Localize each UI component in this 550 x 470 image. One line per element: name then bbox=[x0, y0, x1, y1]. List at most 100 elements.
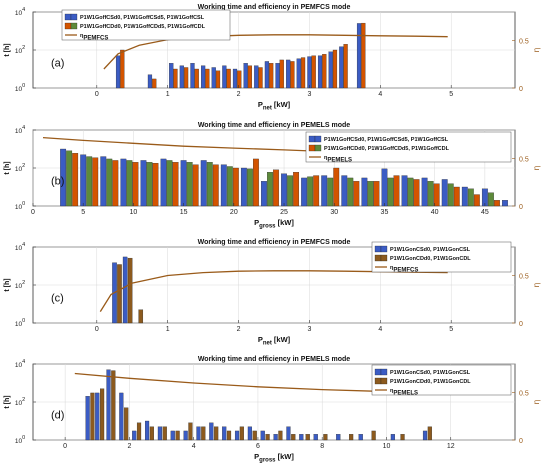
bar-cd-18 bbox=[343, 44, 348, 89]
bar-cs-11 bbox=[264, 61, 270, 89]
bar-cs-1 bbox=[147, 74, 153, 89]
bar-cs-12 bbox=[275, 63, 280, 89]
legend-swatch bbox=[374, 368, 382, 376]
bar-cs-10 bbox=[254, 65, 259, 89]
chart-panel-3: 0 1 2 3 4 5 100 102 104 0 0.5 t [h] η Pnet [kW] Workin… bbox=[4, 239, 541, 347]
bar-cd-16 bbox=[322, 54, 327, 89]
bar-cd-1 bbox=[127, 257, 133, 324]
bar-cd-17 bbox=[332, 49, 338, 89]
bar-cd2-18 bbox=[433, 183, 440, 207]
bar-cd-2 bbox=[111, 370, 116, 441]
x-tick-label: 2 bbox=[237, 91, 241, 98]
bar-cd1-4 bbox=[146, 162, 153, 207]
legend-swatch bbox=[308, 144, 316, 152]
bar-cd2-12 bbox=[313, 175, 320, 207]
chart-panel-4: 0 2 4 6 8 10 12 100 102 104 0 0.5 t [h] η Pgross [kW] W… bbox=[4, 356, 541, 464]
bar-cd-13 bbox=[252, 430, 257, 441]
chart-title: Working time and efficiency in PEMELS mo… bbox=[198, 122, 350, 129]
bar-cd-6 bbox=[215, 70, 221, 89]
bar-cd-19 bbox=[349, 434, 354, 441]
y-tick-label: 104 bbox=[15, 242, 25, 252]
bar-cd-11 bbox=[269, 63, 274, 89]
bar-cs-15 bbox=[307, 56, 312, 89]
bar-cd-14 bbox=[300, 57, 306, 89]
bar-cs-6 bbox=[157, 426, 163, 441]
bar-cd2-0 bbox=[72, 153, 79, 207]
bar-cd2-10 bbox=[273, 169, 279, 207]
bar-cs-14 bbox=[260, 430, 265, 441]
bar-cd1-16 bbox=[387, 177, 394, 207]
bar-cs-22 bbox=[422, 430, 428, 441]
bar-cs-0 bbox=[85, 396, 90, 441]
legend-swatch bbox=[374, 377, 382, 385]
bar-cd1-19 bbox=[447, 183, 454, 207]
legend-swatch bbox=[314, 144, 322, 152]
legend-swatch bbox=[380, 368, 388, 376]
x-axis-label: Pnet [kW] bbox=[258, 335, 291, 347]
bar-cd-7 bbox=[175, 430, 180, 441]
legend-label: P1W1GoffCDd0, P1W1GoffCDd5, P1W1GoffCDL bbox=[80, 24, 206, 30]
bar-cs-11 bbox=[281, 173, 287, 207]
legend-label: P1W1GonCDd0, P1W1GonCDL bbox=[390, 379, 471, 385]
legend-swatch bbox=[64, 22, 72, 30]
bar-cs-12 bbox=[234, 430, 240, 441]
x-tick-label: 5 bbox=[449, 326, 453, 333]
bar-cd-22 bbox=[427, 426, 432, 441]
bar-cd2-16 bbox=[393, 175, 400, 207]
y-tick-label: 100 bbox=[15, 83, 25, 93]
bar-cs-0 bbox=[60, 148, 67, 207]
bar-cs-18 bbox=[421, 177, 428, 207]
bar-cs-14 bbox=[296, 58, 301, 89]
y-tick-label: 104 bbox=[15, 125, 25, 135]
legend-label: ηPEMELS bbox=[324, 155, 352, 164]
bar-cs-1 bbox=[122, 256, 128, 324]
bar-cs-4 bbox=[132, 430, 137, 441]
bar-cs-16 bbox=[317, 55, 323, 89]
bar-cd2-21 bbox=[494, 200, 500, 207]
y-axis-label: t [h] bbox=[4, 395, 11, 408]
x-tick-label: 10 bbox=[383, 443, 391, 450]
bar-cd1-3 bbox=[126, 160, 133, 207]
bar-cs-19 bbox=[336, 434, 341, 441]
x-tick-label: 0 bbox=[95, 91, 99, 98]
legend-label: P1W1GoffCSd0, P1W1GoffCSd5, P1W1GoffCSL bbox=[80, 15, 205, 21]
bar-cd-19 bbox=[361, 22, 366, 89]
bar-cd1-7 bbox=[206, 162, 213, 207]
bar-cd1-6 bbox=[186, 162, 193, 207]
x-tick-label: 35 bbox=[381, 209, 389, 216]
bar-cd-18 bbox=[323, 434, 328, 441]
y2-tick-label: 0.5 bbox=[519, 157, 529, 164]
bar-cd-4 bbox=[136, 422, 142, 441]
bar-cd-8 bbox=[237, 70, 242, 89]
x-tick-label: 4 bbox=[378, 326, 382, 333]
bar-cs-17 bbox=[328, 51, 333, 89]
bar-cd-16 bbox=[291, 434, 296, 441]
x-tick-label: 15 bbox=[180, 209, 188, 216]
bar-cs-7 bbox=[200, 160, 207, 207]
bar-cs-1 bbox=[95, 392, 100, 441]
x-tick-label: 2 bbox=[127, 443, 131, 450]
bar-cd-0 bbox=[90, 392, 95, 441]
x-tick-label: 3 bbox=[307, 91, 311, 98]
bar-cd-13 bbox=[290, 61, 295, 89]
bar-cs-18 bbox=[313, 434, 318, 441]
bar-cd-3 bbox=[184, 67, 189, 89]
y-tick-label: 104 bbox=[15, 7, 25, 17]
bar-cd-14 bbox=[265, 434, 270, 441]
bar-cd1-15 bbox=[367, 181, 374, 207]
bar-cs-11 bbox=[222, 426, 227, 441]
bar-cs-20 bbox=[358, 434, 363, 441]
y2-tick-label: 0.5 bbox=[519, 391, 529, 398]
y2-axis-label: η bbox=[532, 400, 541, 404]
y2-tick-label: 0.5 bbox=[519, 39, 529, 46]
bar-cd1-11 bbox=[287, 175, 293, 207]
legend-swatch bbox=[70, 13, 78, 21]
bar-cs-8 bbox=[220, 164, 227, 207]
x-tick-label: 5 bbox=[449, 91, 453, 98]
y-tick-label: 100 bbox=[15, 201, 25, 211]
bar-cs-2 bbox=[169, 63, 174, 89]
bar-cs-13 bbox=[321, 175, 328, 207]
bar-cd-5 bbox=[205, 68, 210, 89]
x-axis-label: Pgross [kW] bbox=[254, 218, 294, 230]
bar-cd2-4 bbox=[152, 162, 159, 207]
